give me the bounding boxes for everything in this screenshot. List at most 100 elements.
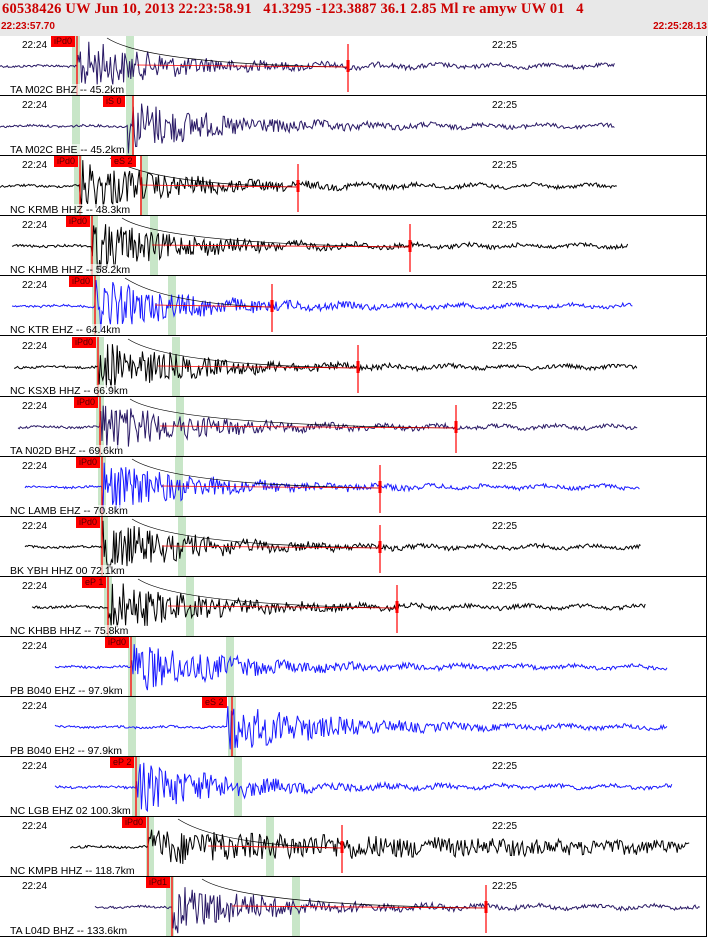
time-label: 22:24 — [22, 400, 48, 412]
p-pick-label[interactable]: iPd0 — [69, 276, 94, 288]
time-label: 22:25 — [492, 580, 518, 592]
s-pick-label[interactable]: eS 2 — [202, 697, 227, 709]
trace-panel[interactable]: 22:24 22:25 iPd1 TA L04D BHZ -- 133.6km — [0, 877, 707, 938]
pick-window — [146, 817, 154, 877]
waveform — [54, 637, 668, 696]
waveform — [0, 36, 615, 95]
time-label: 22:24 — [22, 40, 48, 51]
time-label: 22:24 — [22, 821, 48, 833]
end-time: 22:25:28.13 — [653, 21, 707, 32]
time-label: 22:24 — [22, 340, 48, 352]
seismogram-trace — [11, 280, 633, 333]
p-pick-label[interactable]: iPd0 — [76, 456, 101, 468]
p-pick-label[interactable]: eP 2 — [110, 757, 135, 769]
trace-panel[interactable]: 22:24 22:25 iPd0 NC KTR EHZ -- 64.4km — [0, 276, 707, 337]
time-label: 22:24 — [22, 520, 48, 532]
pick-window — [126, 96, 134, 156]
waveform — [24, 456, 640, 516]
s-pick-label[interactable]: eS 2 — [111, 156, 136, 168]
pick-window — [128, 697, 136, 757]
seismogram-trace — [0, 160, 617, 209]
coda-fit-line — [161, 545, 381, 549]
time-label: 22:25 — [492, 100, 518, 112]
p-pick-label[interactable]: iPd0 — [76, 516, 101, 528]
trace-panel[interactable]: 22:24 22:25 iPd0 NC KSXB HHZ -- 66.9km — [0, 336, 707, 397]
coda-curve — [106, 37, 349, 68]
time-label: 22:25 — [492, 400, 518, 412]
trace-panel[interactable]: 22:24 22:25 iPd0 NC KHMB HHZ -- 58.2km — [0, 216, 707, 277]
p-pick-label[interactable]: iPd0 — [54, 156, 79, 168]
pick-window — [266, 817, 274, 877]
trace-list[interactable]: 22:24 22:25 iPd0 TA M02C BHZ -- 45.2km 22:24… — [0, 36, 708, 938]
channel-label: NC KMPB HHZ -- 118.7km — [10, 865, 135, 878]
time-label: 22:25 — [492, 280, 518, 292]
waveform — [11, 276, 633, 336]
trace-panel[interactable]: 22:24 22:25 iPd0 NC LAMB EHZ -- 70.8km — [0, 456, 707, 517]
waveform — [69, 817, 690, 877]
seismogram-trace — [13, 343, 638, 389]
time-label: 22:25 — [492, 220, 518, 232]
trace-panel[interactable]: 22:24 22:25 iPd0 TA M02C BHZ -- 45.2km — [0, 36, 707, 96]
seismogram-trace — [69, 829, 690, 865]
channel-label: NC KSXB HHZ -- 66.9km — [10, 384, 128, 397]
channel-label: NC LAMB EHZ -- 70.8km — [10, 504, 128, 517]
time-label: 22:24 — [22, 460, 48, 472]
coda-curve — [127, 338, 359, 368]
time-label: 22:24 — [22, 701, 48, 713]
p-pick-label[interactable]: iPd0 — [122, 817, 147, 829]
waveform — [24, 516, 641, 576]
p-pick-label[interactable]: iPd1 — [146, 877, 171, 889]
trace-panel[interactable]: 22:24 22:25 eS 2 PB B040 EH2 -- 97.9km — [0, 697, 707, 758]
trace-panel[interactable]: 22:24 22:25 iPd0 NC KMPB HHZ -- 118.7km — [0, 817, 707, 878]
trace-panel[interactable]: 22:24 22:25 eP 1 NC KHBB HHZ -- 75.8km — [0, 576, 707, 637]
trace-panel[interactable]: 22:24 22:25 iPd0 TA N02D BHZ -- 69.6km — [0, 396, 707, 457]
s-pick-label[interactable]: iS 0 — [103, 96, 125, 108]
pick-window — [226, 637, 234, 696]
coda-curve — [121, 218, 411, 248]
time-label: 22:24 — [22, 580, 48, 592]
coda-fit-line — [231, 905, 487, 909]
seismogram-trace — [94, 887, 700, 934]
trace-panel[interactable]: 22:24 22:25 eP 2 NC LGB EHZ 02 100.3km — [0, 757, 707, 818]
pick-window — [92, 276, 100, 336]
pick-window — [168, 276, 176, 336]
coda-fit-line — [161, 485, 381, 489]
waveform — [0, 96, 615, 156]
coda-fit-line — [157, 365, 359, 368]
trace-panel[interactable]: 22:24 22:25 iPd0 BK YBH HHZ 00 72.1km — [0, 516, 707, 577]
coda-fit-line — [207, 845, 343, 849]
channel-label: BK YBH HHZ 00 72.1km — [10, 564, 125, 577]
p-pick-label[interactable]: iPd0 — [74, 396, 99, 408]
time-label: 22:24 — [22, 160, 48, 172]
seismogram-trace — [54, 644, 668, 691]
trace-panel[interactable]: 22:24 22:25 iPd0 eS 2 NC KRMB HHZ -- 48.3km — [0, 156, 707, 217]
p-pick-label[interactable]: iPd0 — [66, 216, 91, 228]
time-label: 22:24 — [22, 881, 48, 893]
pick-window — [140, 156, 148, 216]
pick-window — [172, 336, 180, 396]
time-label: 22:24 — [22, 280, 48, 292]
trace-panel[interactable]: 22:24 22:25 iPd0 PB B040 EHZ -- 97.9km — [0, 637, 707, 697]
time-label: 22:25 — [492, 701, 518, 713]
waveform — [54, 697, 668, 757]
time-label: 22:24 — [22, 220, 48, 232]
waveform — [17, 396, 638, 456]
waveform — [31, 576, 646, 636]
seismogram-trace — [0, 103, 615, 154]
p-pick-label[interactable]: iPd0 — [51, 36, 76, 47]
trace-panel[interactable]: 22:24 22:25 iS 0 TA M02C BHE -- 45.2km — [0, 96, 707, 157]
pick-window — [292, 877, 300, 937]
p-pick-label[interactable]: iPd0 — [72, 336, 97, 348]
waveform — [54, 757, 673, 817]
waveform — [0, 156, 617, 216]
p-pick-label[interactable]: iPd0 — [105, 637, 130, 648]
coda-fit-line — [159, 425, 457, 428]
seismogram-trace — [24, 520, 641, 569]
pick-window — [150, 216, 158, 276]
coda-curve — [137, 578, 398, 609]
time-label: 22:24 — [22, 100, 48, 112]
channel-label: NC KTR EHZ -- 64.4km — [10, 324, 121, 337]
coda-fit-line — [154, 304, 273, 308]
p-pick-label[interactable]: eP 1 — [82, 576, 107, 588]
coda-curve — [131, 458, 381, 489]
